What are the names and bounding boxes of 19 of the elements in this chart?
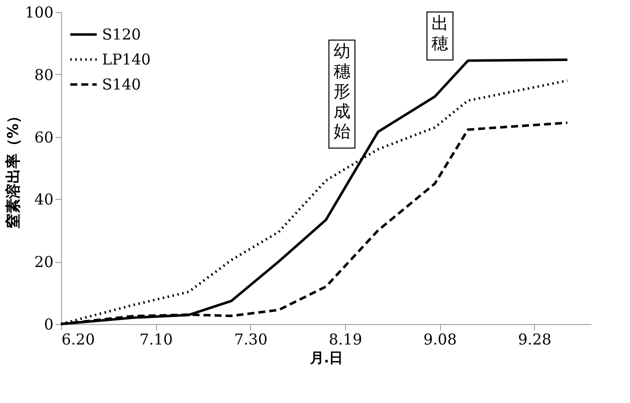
annotation: 幼穗形成始 bbox=[333, 42, 350, 142]
legend-label: LP140 bbox=[102, 50, 151, 68]
y-tick-label: 80 bbox=[34, 66, 54, 84]
y-tick-label: 60 bbox=[34, 128, 54, 146]
x-tick-label: 7.30 bbox=[234, 330, 268, 348]
y-tick-label: 0 bbox=[44, 316, 54, 334]
legend-label: S120 bbox=[102, 26, 141, 44]
annotation: 出穂 bbox=[431, 14, 448, 54]
legend-label: S140 bbox=[102, 76, 141, 94]
y-tick-label: 20 bbox=[34, 253, 54, 272]
y-tick-label: 100 bbox=[24, 4, 54, 22]
x-tick-label: 9.28 bbox=[518, 330, 552, 348]
x-axis-title: 月.日 bbox=[308, 350, 344, 366]
x-tick-label: 7.10 bbox=[139, 330, 173, 348]
x-tick-label: 8.19 bbox=[328, 330, 362, 348]
x-tick-label: 9.08 bbox=[423, 330, 457, 348]
x-tick-label: 6.20 bbox=[62, 330, 95, 348]
y-tick-label: 40 bbox=[34, 190, 54, 209]
y-axis-title: 窒素溶出率（%） bbox=[4, 108, 22, 229]
